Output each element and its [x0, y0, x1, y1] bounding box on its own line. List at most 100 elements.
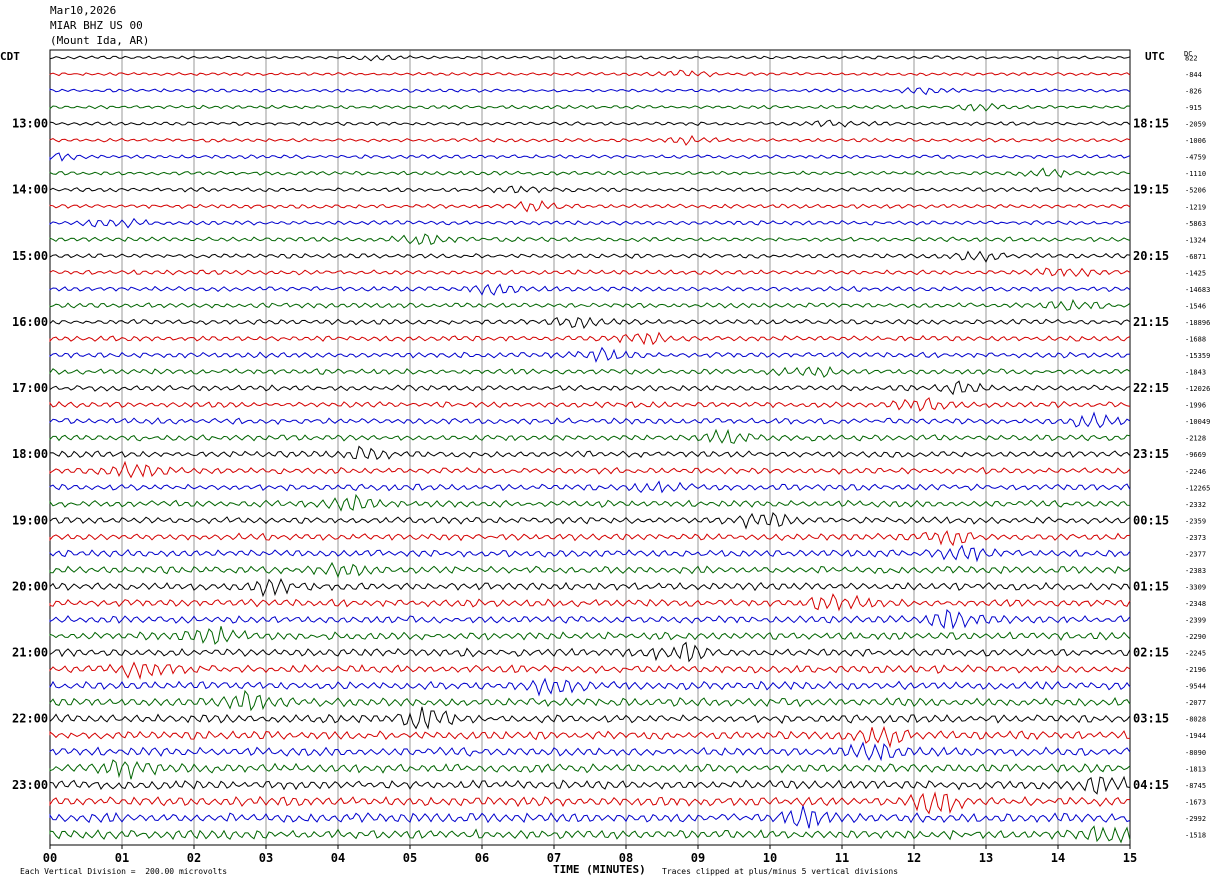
dc-offset-label: -6871: [1185, 253, 1206, 261]
seismic-trace: [49, 561, 1131, 579]
seismic-trace: [49, 346, 1131, 363]
seismic-trace: [49, 411, 1131, 429]
seismic-trace: [49, 397, 1131, 412]
seismic-trace: [49, 791, 1131, 815]
seismic-trace: [49, 428, 1131, 444]
seismic-trace: [49, 805, 1131, 829]
seismic-trace: [49, 626, 1131, 645]
hour-label-right: 02:15: [1133, 646, 1169, 660]
seismic-trace: [49, 217, 1131, 229]
seismic-trace: [49, 331, 1131, 346]
dc-offset-label: -1110: [1185, 170, 1206, 178]
seismic-trace: [49, 316, 1131, 329]
x-tick-label: 15: [1123, 851, 1137, 865]
hour-label-left: 13:00: [12, 117, 48, 131]
seismic-trace: [49, 706, 1131, 730]
hour-label-right: 18:15: [1133, 117, 1169, 131]
dc-offset-label: -8090: [1185, 749, 1206, 757]
dc-offset-label: -2399: [1185, 617, 1206, 625]
seismic-trace: [49, 380, 1131, 396]
dc-offset-label: -3309: [1185, 583, 1206, 591]
dc-offset-label: -9544: [1185, 683, 1206, 691]
seismic-trace: [49, 689, 1131, 712]
dc-offset-label: -1006: [1185, 137, 1206, 145]
dc-offset-label: -5863: [1185, 220, 1206, 228]
dc-offset-label: -2992: [1185, 815, 1206, 823]
dc-offset-label: -2373: [1185, 534, 1206, 542]
hour-label-right: 23:15: [1133, 447, 1169, 461]
seismic-trace: [49, 365, 1131, 378]
x-tick-label: 05: [403, 851, 417, 865]
hour-label-right: 21:15: [1133, 315, 1169, 329]
hour-label-right: 19:15: [1133, 183, 1169, 197]
x-axis-title: TIME (MINUTES): [553, 863, 646, 876]
header-location: (Mount Ida, AR): [50, 34, 150, 47]
seismic-trace: [49, 725, 1131, 749]
clip-note: Traces clipped at plus/minus 5 vertical …: [662, 867, 899, 876]
seismic-trace: [49, 298, 1131, 311]
seismic-trace: [49, 54, 1131, 62]
scale-note: Each Vertical Division = 200.00 microvol…: [20, 867, 228, 876]
dc-offset-label: -2245: [1185, 650, 1206, 658]
dc-offset-label: -2332: [1185, 501, 1206, 509]
dc-offset-label: -10049: [1185, 418, 1210, 426]
dc-offset-label: -826: [1185, 88, 1202, 96]
hour-label-right: 04:15: [1133, 778, 1169, 792]
seismic-trace: [49, 185, 1131, 194]
hour-label-left: 14:00: [12, 183, 48, 197]
x-tick-label: 07: [547, 851, 561, 865]
seismic-trace: [49, 233, 1131, 246]
seismic-trace: [49, 152, 1131, 162]
dc-offset-label: -1996: [1185, 402, 1206, 410]
hour-label-left: 17:00: [12, 381, 48, 395]
dc-offset-label: -2128: [1185, 435, 1206, 443]
right-timezone-label: UTC: [1145, 50, 1165, 63]
seismic-trace: [49, 641, 1131, 663]
dc-offset-label: -2359: [1185, 517, 1206, 525]
seismic-trace: [49, 544, 1131, 563]
x-tick-label: 03: [259, 851, 273, 865]
dc-offset-label: -8745: [1185, 782, 1206, 790]
seismic-trace: [49, 102, 1131, 112]
seismic-trace: [49, 69, 1131, 78]
dc-offset-label: 822: [1185, 55, 1198, 63]
dc-offset-label: -8028: [1185, 716, 1206, 724]
seismic-trace: [49, 741, 1131, 762]
dc-offset-label: -4759: [1185, 154, 1206, 162]
seismic-trace: [49, 530, 1131, 547]
dc-offset-label: -2377: [1185, 550, 1206, 558]
dc-offset-label: -2196: [1185, 666, 1206, 674]
plot-frame: [49, 49, 1131, 846]
dc-offset-label: -2077: [1185, 699, 1206, 707]
seismic-trace: [49, 480, 1131, 494]
dc-offset-label: -1518: [1185, 831, 1206, 839]
seismic-trace: [49, 250, 1131, 263]
seismic-trace: [49, 86, 1131, 96]
seismic-trace: [49, 445, 1131, 461]
hour-label-right: 22:15: [1133, 381, 1169, 395]
left-timezone-label: CDT: [0, 50, 20, 63]
hour-label-left: 21:00: [12, 646, 48, 660]
seismic-trace: [49, 593, 1131, 612]
hour-label-right: 20:15: [1133, 249, 1169, 263]
seismic-trace: [49, 200, 1131, 213]
hour-label-left: 22:00: [12, 712, 48, 726]
seismic-trace: [49, 578, 1131, 598]
dc-offset-label: -12026: [1185, 385, 1210, 393]
dc-offset-label: -1546: [1185, 302, 1206, 310]
seismic-trace: [49, 267, 1131, 278]
dc-offset-label: -2348: [1185, 600, 1206, 608]
hour-label-left: 18:00: [12, 447, 48, 461]
hour-label-left: 16:00: [12, 315, 48, 329]
x-tick-label: 11: [835, 851, 849, 865]
x-tick-label: 12: [907, 851, 921, 865]
x-tick-label: 01: [115, 851, 129, 865]
hour-label-left: 15:00: [12, 249, 48, 263]
seismic-trace: [49, 775, 1131, 795]
hour-label-left: 19:00: [12, 513, 48, 527]
seismic-trace: [49, 167, 1131, 179]
x-tick-label: 04: [331, 851, 345, 865]
seismic-trace: [49, 677, 1131, 697]
x-tick-label: 00: [43, 851, 57, 865]
